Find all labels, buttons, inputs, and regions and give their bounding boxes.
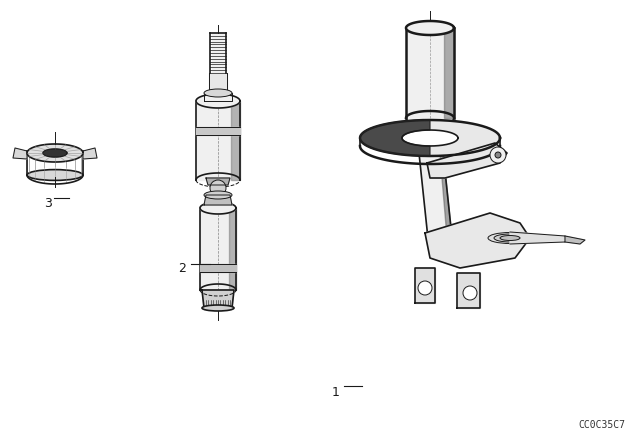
Polygon shape	[206, 178, 230, 185]
Polygon shape	[200, 202, 236, 214]
Polygon shape	[204, 195, 232, 205]
Polygon shape	[196, 101, 240, 180]
Polygon shape	[196, 126, 240, 134]
Polygon shape	[360, 120, 500, 156]
Ellipse shape	[494, 234, 526, 242]
Polygon shape	[565, 236, 585, 244]
Ellipse shape	[204, 191, 232, 199]
Ellipse shape	[202, 305, 234, 311]
Ellipse shape	[488, 233, 532, 244]
Circle shape	[418, 281, 432, 295]
Polygon shape	[439, 142, 452, 237]
Polygon shape	[196, 94, 240, 108]
Polygon shape	[360, 120, 430, 156]
Text: CC0C35C7: CC0C35C7	[578, 420, 625, 430]
Circle shape	[490, 147, 506, 163]
Circle shape	[210, 180, 226, 196]
Polygon shape	[204, 93, 232, 101]
Polygon shape	[510, 232, 565, 244]
Polygon shape	[406, 28, 454, 118]
Ellipse shape	[27, 170, 83, 181]
Polygon shape	[457, 273, 480, 308]
Polygon shape	[444, 28, 454, 118]
Polygon shape	[418, 142, 452, 239]
Circle shape	[463, 286, 477, 300]
Ellipse shape	[500, 236, 520, 241]
Polygon shape	[202, 290, 234, 308]
Polygon shape	[402, 130, 458, 146]
Polygon shape	[231, 101, 240, 180]
Polygon shape	[83, 148, 97, 159]
Polygon shape	[425, 213, 530, 268]
Polygon shape	[212, 33, 224, 73]
Polygon shape	[43, 149, 67, 157]
Text: 2: 2	[179, 262, 186, 276]
Ellipse shape	[204, 89, 232, 97]
Polygon shape	[27, 144, 83, 162]
Circle shape	[495, 152, 501, 158]
Text: 1: 1	[332, 385, 340, 399]
Text: 3: 3	[44, 197, 52, 211]
Polygon shape	[13, 148, 27, 159]
Polygon shape	[200, 264, 236, 272]
Polygon shape	[415, 268, 435, 303]
Polygon shape	[200, 208, 236, 290]
Polygon shape	[229, 208, 236, 290]
Polygon shape	[209, 73, 227, 93]
Polygon shape	[406, 21, 454, 35]
Polygon shape	[427, 143, 507, 178]
